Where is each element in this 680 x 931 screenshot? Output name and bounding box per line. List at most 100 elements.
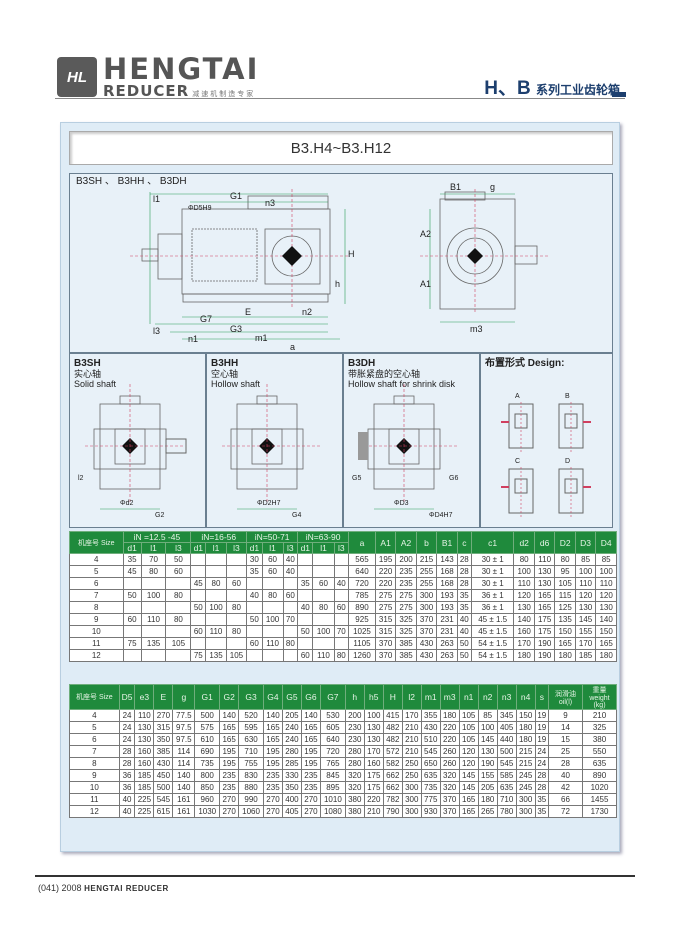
table-cell: 5 bbox=[69, 721, 120, 734]
table-cell: 105 bbox=[458, 709, 479, 722]
table-cell: 50 bbox=[297, 625, 314, 638]
table-cell: 235 bbox=[300, 781, 321, 794]
dim-n2: n2 bbox=[302, 307, 313, 317]
table-cell: 405 bbox=[496, 721, 517, 734]
page-number: (041) bbox=[38, 883, 60, 893]
dim-m1: m1 bbox=[255, 333, 268, 343]
table-cell: 80 bbox=[513, 553, 535, 566]
table-cell: 50 bbox=[165, 553, 192, 566]
table-cell: 165 bbox=[458, 793, 479, 806]
table-cell: 550 bbox=[582, 745, 617, 758]
column-header: l2 bbox=[401, 684, 422, 710]
table-cell: 572 bbox=[382, 745, 403, 758]
table-cell: 145 bbox=[477, 733, 498, 746]
table-cell: 40 bbox=[456, 613, 472, 626]
table-cell: 930 bbox=[420, 805, 441, 818]
table-cell: 60 bbox=[282, 589, 299, 602]
column-header: G1 bbox=[194, 684, 221, 710]
table-cell: 4 bbox=[69, 709, 120, 722]
table-cell: 690 bbox=[194, 745, 221, 758]
table-cell: 430 bbox=[153, 757, 174, 770]
table-cell: 70 bbox=[282, 613, 299, 626]
table-cell bbox=[297, 553, 314, 566]
table-cell: 80 bbox=[261, 589, 284, 602]
dim-g: g bbox=[490, 182, 496, 192]
table-cell: 170 bbox=[513, 637, 535, 650]
top-drawing-label: B3SH 、 B3HH 、 B3DH bbox=[76, 176, 187, 187]
table-cell: 300 bbox=[401, 781, 422, 794]
table-cell: 100 bbox=[513, 565, 535, 578]
content-panel: B3.H4~B3.H12 B3SH 、 B3HH 、 B3DH bbox=[60, 122, 620, 852]
table-cell: 12 bbox=[69, 649, 124, 662]
view-code: B3DH bbox=[348, 358, 376, 369]
table-cell: 120 bbox=[595, 589, 617, 602]
table-cell: 220 bbox=[374, 565, 397, 578]
table-cell: 225 bbox=[134, 805, 155, 818]
table-cell: 130 bbox=[134, 733, 155, 746]
table-cell: 235 bbox=[395, 565, 417, 578]
table-cell: 1010 bbox=[319, 793, 346, 806]
view-en: Solid shaft bbox=[74, 379, 117, 389]
ratio-group-header: iN=63-90 bbox=[297, 531, 350, 543]
table-cell: 30 bbox=[246, 553, 263, 566]
column-header: a bbox=[348, 531, 376, 554]
table-cell: 315 bbox=[153, 721, 174, 734]
table-cell: 165 bbox=[554, 637, 576, 650]
dim-E: E bbox=[245, 307, 252, 317]
table-cell: 130 bbox=[477, 745, 498, 758]
table-cell: 193 bbox=[436, 589, 458, 602]
table-cell: 710 bbox=[238, 745, 264, 758]
table-cell bbox=[165, 625, 192, 638]
table-cell: 1025 bbox=[348, 625, 376, 638]
table-cell: 1080 bbox=[319, 805, 346, 818]
table-cell: 275 bbox=[395, 589, 417, 602]
table-cell bbox=[190, 637, 207, 650]
table-cell: 40 bbox=[118, 793, 136, 806]
column-header: d1 bbox=[190, 542, 207, 554]
table-row: 12 40 225 615 161 1030 270 1060 270 405 270 1080 380… bbox=[69, 805, 617, 818]
table-cell bbox=[205, 589, 227, 602]
table-cell: 180 bbox=[439, 709, 460, 722]
table-cell bbox=[333, 613, 350, 626]
table-cell: 585 bbox=[496, 769, 517, 782]
table-cell bbox=[205, 637, 227, 650]
design-label-b: B bbox=[565, 393, 570, 400]
table-cell: 1105 bbox=[348, 637, 376, 650]
table-cell: 235 bbox=[219, 769, 240, 782]
table-cell: 190 bbox=[477, 757, 498, 770]
column-header: l1 bbox=[261, 542, 284, 554]
table-cell bbox=[140, 577, 167, 590]
table-cell: 1260 bbox=[348, 649, 376, 662]
table-cell: 130 bbox=[533, 565, 556, 578]
table-cell: 145 bbox=[458, 781, 479, 794]
table-cell: 80 bbox=[282, 637, 299, 650]
table-cell: 50 bbox=[190, 601, 207, 614]
table-cell bbox=[246, 577, 263, 590]
table-cell: 193 bbox=[436, 601, 458, 614]
table-cell: 125 bbox=[554, 601, 576, 614]
dim-G7: G7 bbox=[200, 314, 213, 324]
table-cell: 400 bbox=[281, 793, 302, 806]
table-cell: 430 bbox=[420, 721, 441, 734]
table-cell bbox=[190, 565, 207, 578]
table-cell: 195 bbox=[300, 745, 321, 758]
table-cell bbox=[122, 601, 142, 614]
table-cell: 500 bbox=[496, 745, 517, 758]
table-cell: 45 ± 1.5 bbox=[470, 613, 515, 626]
table-cell bbox=[246, 601, 263, 614]
table-row: 11 40 225 545 161 960 270 990 270 400 270 1010 380 22… bbox=[69, 793, 617, 806]
table-cell: 85 bbox=[595, 553, 617, 566]
table-cell: 24 bbox=[118, 709, 136, 722]
brand-name: HENGTAI bbox=[103, 52, 260, 86]
table-row: 9 60 110 80 50 100 70 925 315 325 370 231 40 45 ± 1.5… bbox=[69, 613, 617, 626]
table-cell: 165 bbox=[458, 805, 479, 818]
table-cell: 350 bbox=[153, 733, 174, 746]
table-cell: 35 bbox=[456, 589, 472, 602]
table-cell: 9 bbox=[69, 769, 120, 782]
view-cn: 空心轴 bbox=[211, 369, 239, 379]
table-cell: 135 bbox=[140, 637, 167, 650]
view-dim: ΦD3 bbox=[394, 500, 409, 507]
brand-slogan: 减速机制造专家 bbox=[192, 90, 256, 98]
view-code: B3HH bbox=[211, 358, 239, 369]
table-cell bbox=[297, 565, 314, 578]
